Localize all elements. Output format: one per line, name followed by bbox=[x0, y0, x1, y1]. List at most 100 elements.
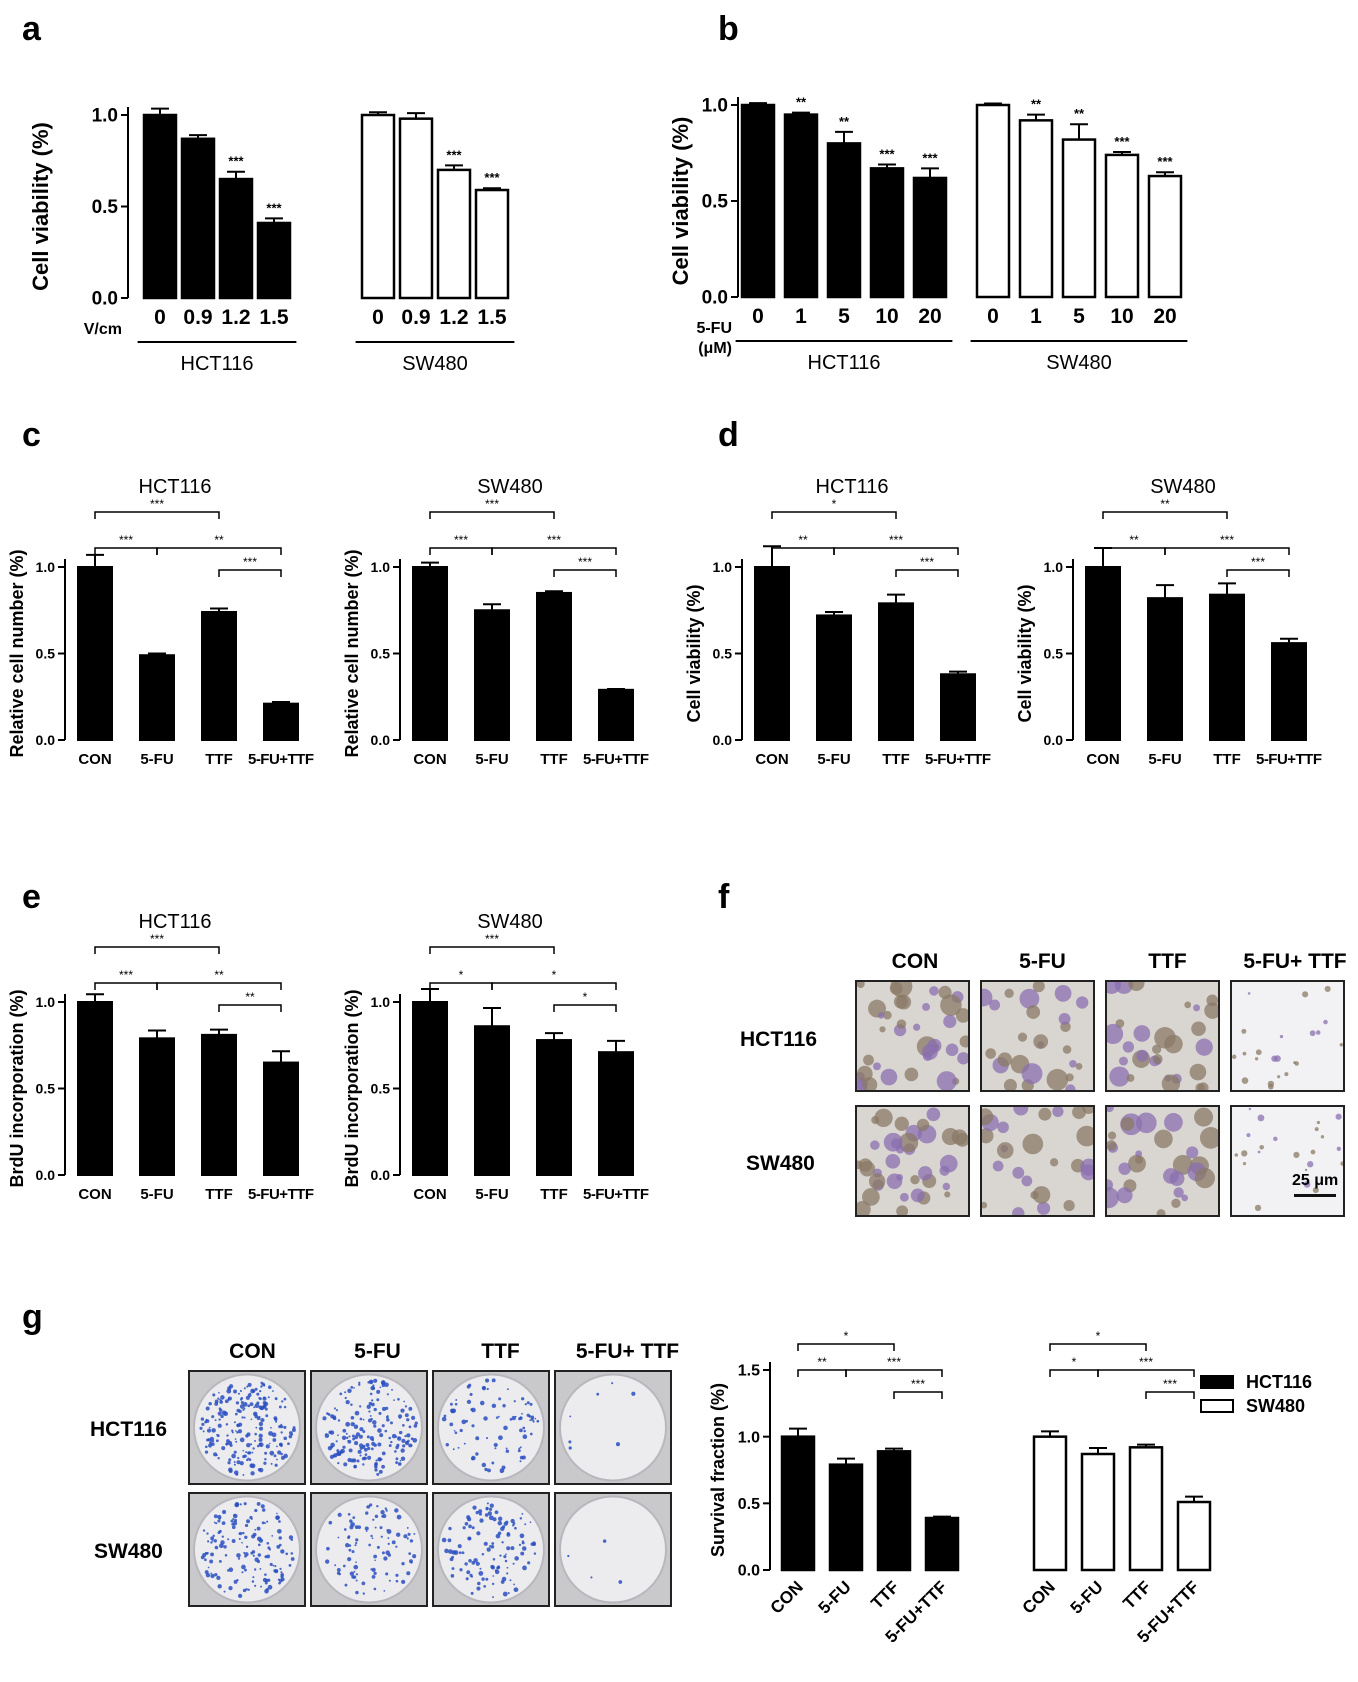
colony-dot bbox=[250, 1471, 255, 1476]
colony-dot bbox=[264, 1458, 267, 1461]
cell-cluster bbox=[1268, 1083, 1274, 1090]
colony-dot bbox=[374, 1526, 377, 1529]
y-tick-label: 0.0 bbox=[1044, 732, 1064, 748]
colony-plate-hct116-con bbox=[188, 1370, 306, 1485]
cell-cluster bbox=[1259, 1144, 1264, 1150]
cell-cluster bbox=[936, 1071, 957, 1090]
x-tick-label: CON bbox=[1086, 751, 1119, 768]
colony-dot bbox=[387, 1553, 391, 1557]
bar bbox=[263, 1061, 299, 1176]
colony-dot bbox=[273, 1416, 278, 1420]
colony-dot bbox=[206, 1552, 209, 1555]
colony-dot bbox=[364, 1453, 368, 1456]
colony-dot bbox=[256, 1392, 260, 1396]
x-tick-label: 5-FU bbox=[1067, 1577, 1107, 1617]
colony-dot bbox=[204, 1558, 207, 1562]
bar bbox=[878, 602, 914, 741]
colony-dot bbox=[263, 1401, 269, 1407]
cell-cluster bbox=[1069, 1060, 1077, 1068]
colony-dot bbox=[252, 1389, 256, 1393]
colony-dot bbox=[376, 1472, 380, 1476]
cell-cluster bbox=[1191, 1021, 1206, 1037]
colony-dot bbox=[333, 1407, 337, 1410]
cell-cluster bbox=[1303, 1180, 1311, 1188]
x-tick-label: 10 bbox=[1110, 305, 1133, 328]
cell-cluster bbox=[1309, 1030, 1316, 1037]
colony-dot bbox=[486, 1502, 489, 1505]
colony-dot bbox=[497, 1531, 502, 1536]
colony-dot bbox=[243, 1416, 246, 1419]
significance-bracket bbox=[1226, 569, 1290, 577]
colony-dot bbox=[254, 1403, 260, 1408]
cell-cluster bbox=[1320, 1135, 1325, 1139]
cell-cluster bbox=[1135, 1150, 1143, 1158]
colony-plate-image bbox=[556, 1494, 670, 1605]
colony-dot bbox=[268, 1442, 271, 1445]
colony-dot bbox=[217, 1584, 222, 1589]
bar bbox=[876, 1450, 912, 1572]
colony-dot bbox=[501, 1541, 504, 1544]
colony-dot bbox=[257, 1553, 262, 1557]
colony-dot bbox=[250, 1418, 253, 1421]
colony-dot bbox=[468, 1524, 472, 1529]
colony-dot bbox=[479, 1518, 484, 1523]
cell-cluster bbox=[1277, 1075, 1281, 1079]
colony-dot bbox=[378, 1469, 383, 1474]
colony-dot bbox=[526, 1401, 530, 1405]
x-tick-label: 5-FU bbox=[815, 1577, 855, 1617]
colony-dot bbox=[221, 1509, 227, 1515]
colony-dot bbox=[211, 1539, 214, 1542]
colony-dot bbox=[258, 1397, 262, 1401]
colony-dot bbox=[347, 1439, 352, 1444]
bar bbox=[474, 609, 510, 741]
cell-cluster bbox=[857, 1160, 863, 1170]
cell-cluster bbox=[1314, 1127, 1319, 1132]
cell-cluster bbox=[982, 1201, 988, 1209]
colony-dot bbox=[358, 1381, 361, 1384]
colony-dot bbox=[225, 1442, 229, 1446]
colony-dot bbox=[466, 1570, 471, 1575]
colony-dot bbox=[359, 1417, 363, 1421]
colony-dot bbox=[450, 1573, 455, 1578]
plate-well bbox=[437, 1495, 545, 1604]
colony-dot bbox=[615, 1442, 621, 1447]
colony-dot bbox=[218, 1418, 221, 1421]
colony-dot bbox=[247, 1382, 252, 1387]
colony-dot bbox=[484, 1513, 489, 1517]
colony-dot bbox=[413, 1424, 418, 1428]
colony-dot bbox=[254, 1439, 257, 1442]
cell-cluster bbox=[1257, 1114, 1265, 1122]
colony-dot bbox=[354, 1410, 360, 1416]
colony-dot bbox=[459, 1428, 463, 1433]
cell-cluster bbox=[1204, 1002, 1218, 1019]
significance-label: * bbox=[459, 968, 464, 982]
colony-dot bbox=[406, 1418, 410, 1422]
colony-dot bbox=[371, 1438, 374, 1442]
row-label: HCT116 bbox=[740, 1028, 818, 1051]
colony-dot bbox=[506, 1572, 509, 1575]
bar bbox=[1032, 1435, 1068, 1572]
cell-cluster bbox=[996, 1142, 1014, 1159]
cell-cluster bbox=[1058, 1013, 1071, 1025]
bar bbox=[754, 566, 790, 741]
y-tick-label: 0.0 bbox=[738, 1563, 760, 1580]
colony-dot bbox=[254, 1557, 259, 1562]
colony-dot bbox=[375, 1459, 378, 1462]
colony-dot bbox=[497, 1516, 503, 1521]
colony-dot bbox=[247, 1588, 250, 1591]
cell-cluster bbox=[945, 1043, 959, 1057]
colony-dot bbox=[235, 1401, 240, 1405]
cell-cluster bbox=[939, 1165, 950, 1176]
significance-label: * bbox=[583, 990, 588, 1004]
chart-e2: SW480 0.0 0.5 1.0 BrdU incorporation (%) CON 5… bbox=[342, 911, 649, 1203]
chart-title: SW480 bbox=[477, 911, 543, 933]
colony-dot bbox=[349, 1519, 353, 1523]
cell-cluster bbox=[1107, 1131, 1117, 1140]
chart-title: HCT116 bbox=[139, 476, 212, 498]
colony-dot bbox=[241, 1571, 244, 1574]
cell-cluster bbox=[1135, 1155, 1144, 1164]
colony-dot bbox=[363, 1447, 368, 1452]
y-tick-label: 0.0 bbox=[713, 732, 733, 748]
colony-dot bbox=[326, 1412, 329, 1415]
colony-dot bbox=[259, 1389, 262, 1393]
